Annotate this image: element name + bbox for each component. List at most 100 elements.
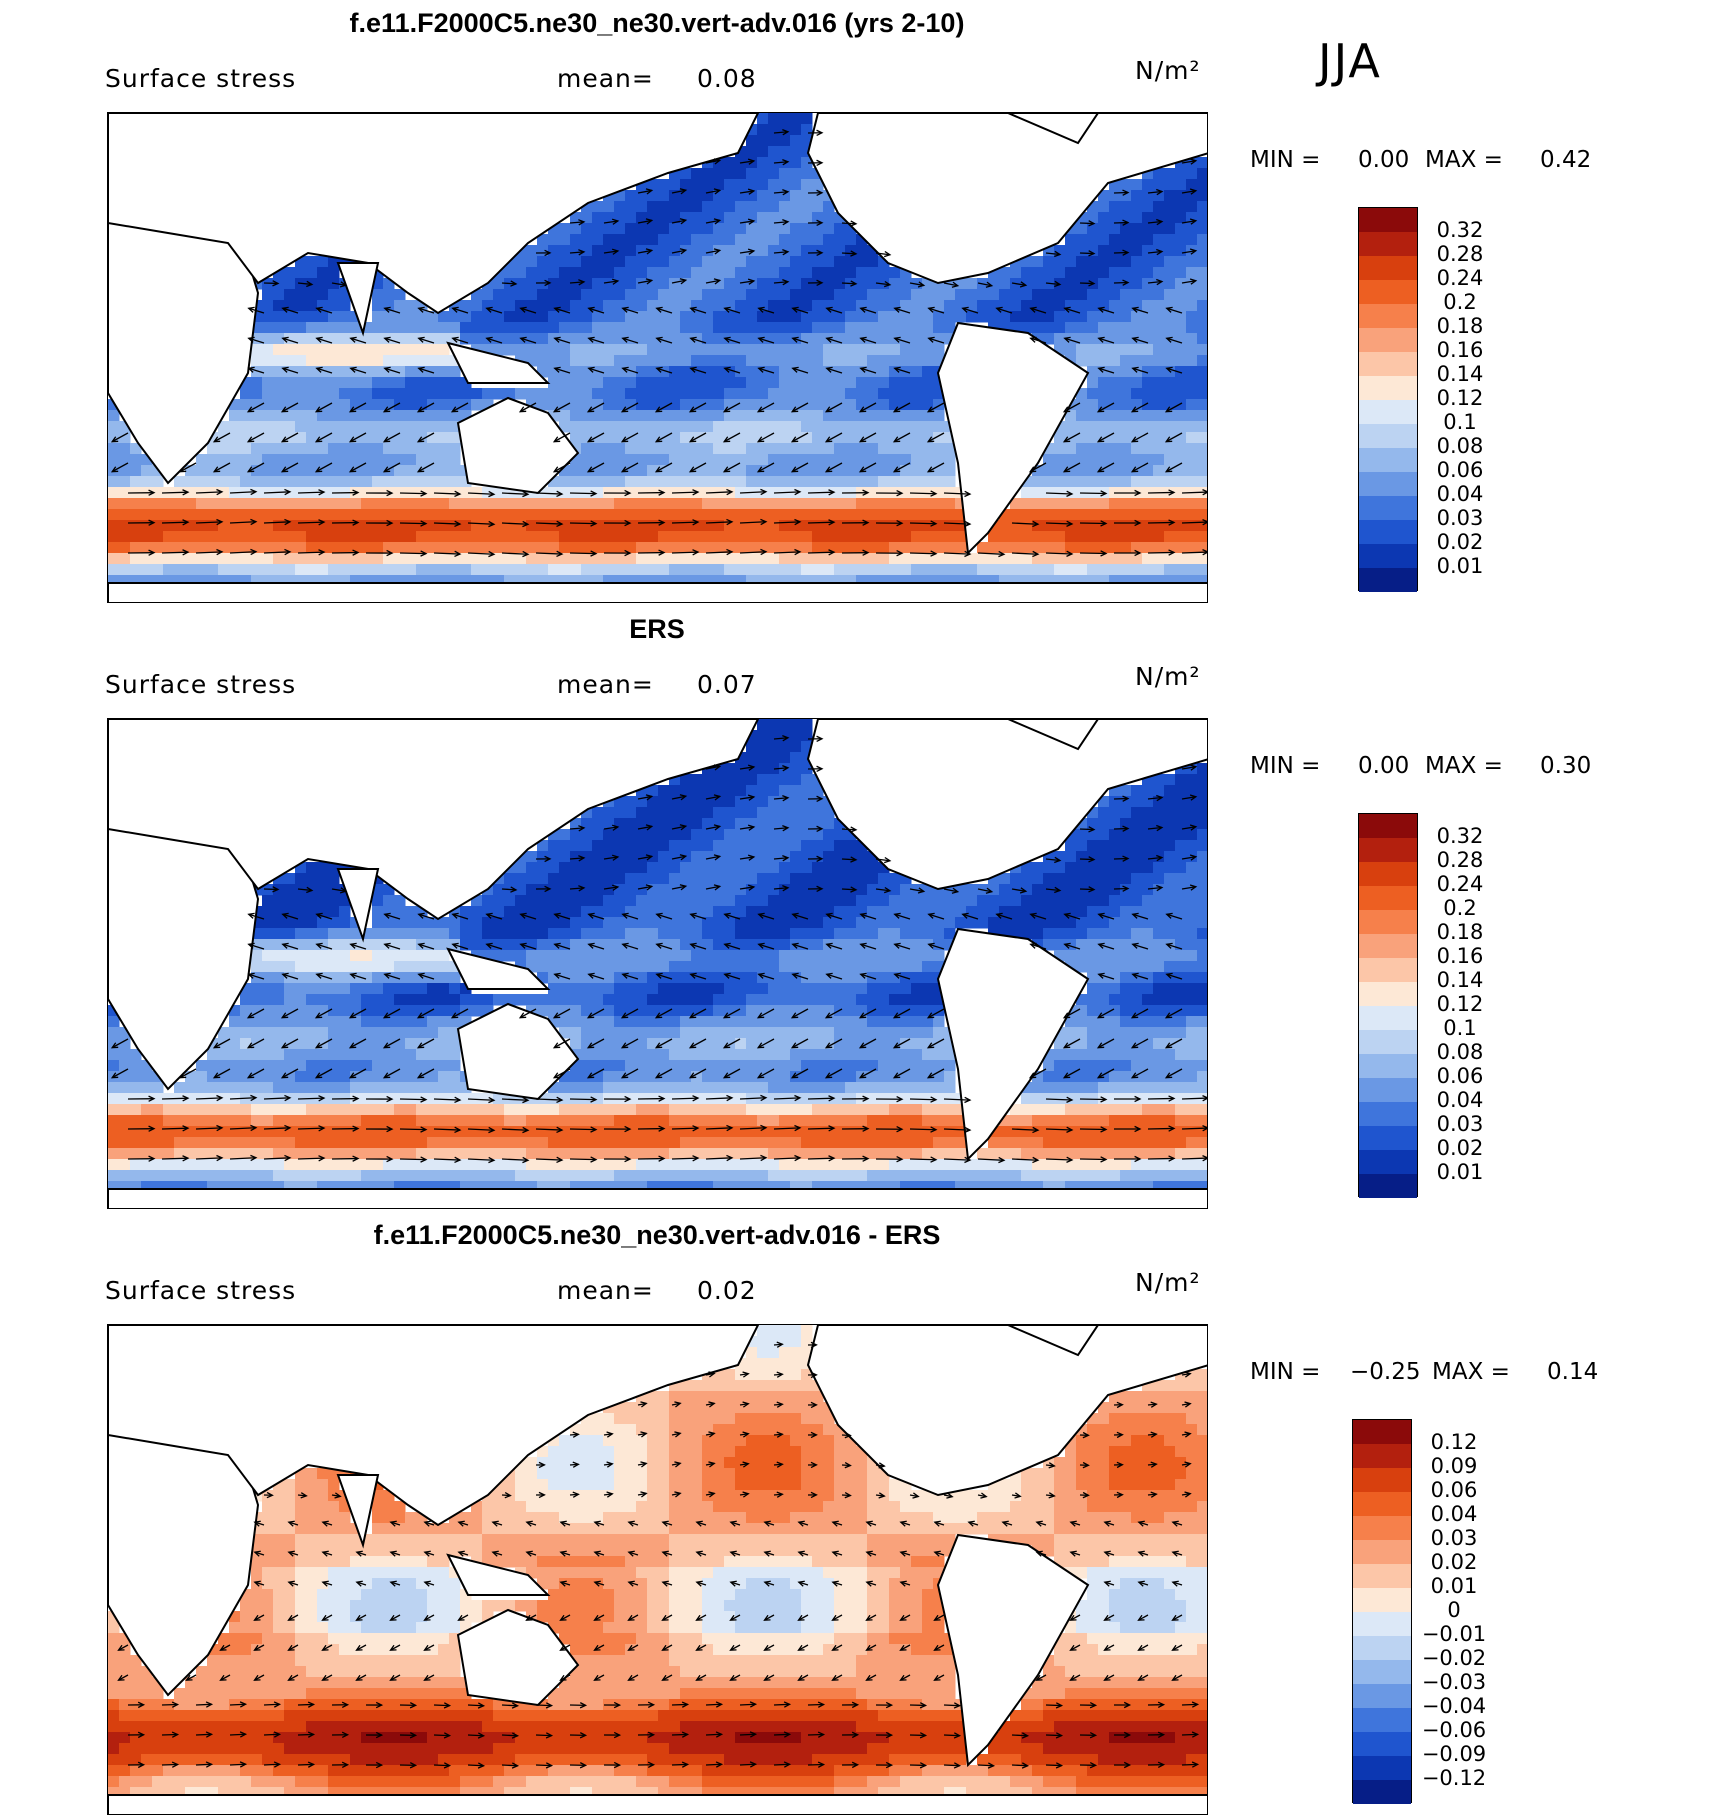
panel-3-units: N/m²	[1135, 1268, 1201, 1297]
colorbar-tick-label: −0.09	[1421, 1742, 1487, 1766]
stress-vectors	[110, 129, 1207, 558]
panel-2-max-label: MAX =	[1425, 753, 1503, 779]
colorbar-swatch	[1359, 862, 1417, 886]
colorbar-tick-label: 0.01	[1436, 554, 1484, 578]
coastlines	[108, 113, 1207, 602]
panel-3-map	[107, 1324, 1208, 1815]
colorbar-tick-label: 0.12	[1436, 992, 1484, 1016]
panel-1-map-field	[108, 113, 1207, 602]
colorbar-swatch	[1359, 886, 1417, 910]
panel-2-min-label: MIN =	[1250, 753, 1321, 779]
colorbar-swatch	[1353, 1756, 1411, 1780]
colorbar-swatch	[1353, 1420, 1411, 1444]
colorbar-tick-label: 0.08	[1436, 1040, 1484, 1064]
colorbar-tick-label: 0.02	[1436, 530, 1484, 554]
colorbar-tick-label: 0.1	[1443, 410, 1477, 434]
map-shading	[108, 719, 1207, 1193]
colorbar-swatch	[1359, 1102, 1417, 1126]
colorbar-tick-label: 0.06	[1436, 458, 1484, 482]
colorbar-tick-label: −0.01	[1421, 1622, 1487, 1646]
colorbar-tick-label: 0.2	[1443, 896, 1477, 920]
colorbar-tick-label: 0.12	[1430, 1430, 1478, 1454]
colorbar-tick-label: 0.03	[1436, 506, 1484, 530]
colorbar-swatch	[1353, 1612, 1411, 1636]
panel-2-min-value: 0.00	[1358, 753, 1410, 779]
panel-3-map-field	[108, 1325, 1207, 1814]
colorbar-swatch	[1359, 910, 1417, 934]
colorbar-tick-label: 0.03	[1430, 1526, 1478, 1550]
colorbar-swatch	[1353, 1516, 1411, 1540]
colorbar-tick-label: 0	[1447, 1598, 1461, 1622]
colorbar-swatch	[1353, 1636, 1411, 1660]
colorbar-swatch	[1359, 544, 1417, 568]
colorbar-swatch	[1359, 814, 1417, 838]
colorbar-tick-label: 0.1	[1443, 1016, 1477, 1040]
colorbar-swatch	[1359, 328, 1417, 352]
colorbar-tick-label: 0.01	[1436, 1160, 1484, 1184]
colorbar-tick-label: 0.18	[1436, 314, 1484, 338]
panel-1-min-label: MIN =	[1250, 147, 1321, 173]
colorbar-tick-label: −0.04	[1421, 1694, 1487, 1718]
panel-1-title: f.e11.F2000C5.ne30_ne30.vert-adv.016 (yr…	[349, 8, 965, 38]
colorbar-tick-label: 0.01	[1430, 1574, 1478, 1598]
panel-2-title: ERS	[629, 614, 685, 644]
colorbar-tick-label: 0.24	[1436, 872, 1484, 896]
colorbar-swatch	[1353, 1540, 1411, 1564]
panel-1-max-label: MAX =	[1425, 147, 1503, 173]
colorbar-swatch	[1359, 376, 1417, 400]
panel-2-units: N/m²	[1135, 662, 1201, 691]
colorbar-swatch	[1359, 424, 1417, 448]
colorbar-tick-label: 0.02	[1436, 1136, 1484, 1160]
colorbar-tick-label: 0.14	[1436, 968, 1484, 992]
colorbar-swatch	[1359, 1150, 1417, 1174]
panel-1-map	[107, 112, 1208, 603]
colorbar-tick-label: −0.03	[1421, 1670, 1487, 1694]
colorbar-swatch	[1359, 208, 1417, 232]
colorbar-swatch	[1359, 934, 1417, 958]
panel-2-mean-label: mean=	[557, 670, 654, 699]
colorbar-tick-label: 0.14	[1436, 362, 1484, 386]
colorbar-tick-label: −0.12	[1421, 1766, 1487, 1790]
colorbar-swatch	[1359, 448, 1417, 472]
colorbar-tick-label: 0.06	[1436, 1064, 1484, 1088]
stress-vectors	[117, 1341, 1200, 1769]
colorbar-swatch	[1359, 352, 1417, 376]
panel-1-units: N/m²	[1135, 56, 1201, 85]
map-shading	[108, 1325, 1207, 1799]
panel-3-variable-label: Surface stress	[105, 1276, 297, 1305]
colorbar-swatch	[1359, 1078, 1417, 1102]
colorbar-swatch	[1353, 1468, 1411, 1492]
panel-3-title: f.e11.F2000C5.ne30_ne30.vert-adv.016 - E…	[373, 1220, 941, 1250]
colorbar-swatch	[1359, 958, 1417, 982]
panel-3-max-value: 0.14	[1547, 1359, 1599, 1385]
colorbar-swatch	[1359, 400, 1417, 424]
coastlines	[108, 1325, 1207, 1814]
colorbar-tick-label: 0.09	[1430, 1454, 1478, 1478]
colorbar-swatch	[1359, 838, 1417, 862]
panel-1-max-value: 0.42	[1540, 147, 1592, 173]
colorbar-tick-label: 0.16	[1436, 944, 1484, 968]
panel-2-variable-label: Surface stress	[105, 670, 297, 699]
colorbar-swatch	[1359, 232, 1417, 256]
colorbar-swatch	[1359, 1030, 1417, 1054]
colorbar-swatch	[1359, 568, 1417, 592]
panel-3-max-label: MAX =	[1432, 1359, 1510, 1385]
colorbar-swatches	[1352, 1419, 1412, 1804]
panel-3-min-value: −0.25	[1350, 1359, 1421, 1385]
colorbar-swatch	[1359, 472, 1417, 496]
colorbar-tick-label: 0.02	[1430, 1550, 1478, 1574]
colorbar-tick-label: −0.02	[1421, 1646, 1487, 1670]
stress-vectors	[110, 735, 1207, 1164]
colorbar-swatch	[1359, 1006, 1417, 1030]
season-label: JJA	[1318, 34, 1382, 88]
colorbar-tick-label: 0.03	[1436, 1112, 1484, 1136]
colorbar-swatch	[1359, 304, 1417, 328]
panel-2-max-value: 0.30	[1540, 753, 1592, 779]
colorbar-swatch	[1353, 1444, 1411, 1468]
panel-2-map	[107, 718, 1208, 1209]
colorbar-tick-label: 0.2	[1443, 290, 1477, 314]
colorbar-tick-label: 0.12	[1436, 386, 1484, 410]
panel-2-map-field	[108, 719, 1207, 1208]
colorbar-tick-label: 0.24	[1436, 266, 1484, 290]
colorbar-tick-label: 0.06	[1430, 1478, 1478, 1502]
